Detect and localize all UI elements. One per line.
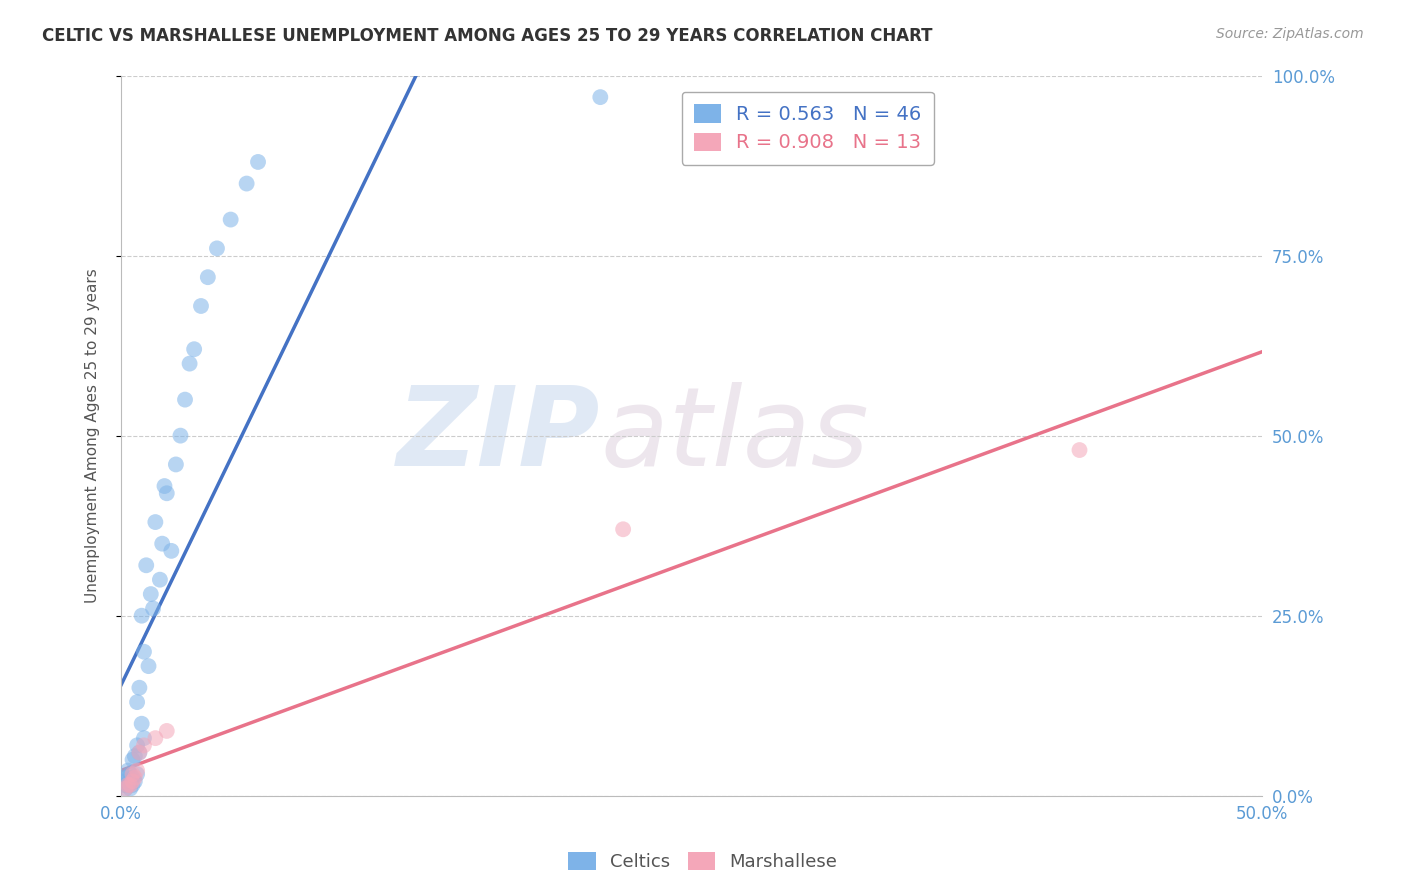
Point	[150, 537, 173, 551]
Point	[114, 781, 136, 796]
Legend: R = 0.563   N = 46, R = 0.908   N = 13: R = 0.563 N = 46, R = 0.908 N = 13	[682, 92, 934, 165]
Point	[197, 270, 219, 285]
Point	[117, 778, 139, 792]
Point	[127, 695, 149, 709]
Point	[117, 778, 139, 792]
Point	[124, 771, 146, 785]
Point	[114, 781, 136, 796]
Point	[120, 778, 142, 792]
Text: CELTIC VS MARSHALLESE UNEMPLOYMENT AMONG AGES 25 TO 29 YEARS CORRELATION CHART: CELTIC VS MARSHALLESE UNEMPLOYMENT AMONG…	[42, 27, 932, 45]
Point	[121, 778, 143, 792]
Point	[235, 177, 257, 191]
Point	[120, 781, 142, 796]
Point	[169, 428, 191, 442]
Point	[124, 749, 146, 764]
Point	[112, 771, 135, 785]
Y-axis label: Unemployment Among Ages 25 to 29 years: Unemployment Among Ages 25 to 29 years	[86, 268, 100, 603]
Point	[114, 774, 136, 789]
Point	[589, 90, 612, 104]
Point	[128, 746, 150, 760]
Point	[121, 774, 143, 789]
Point	[132, 731, 155, 746]
Point	[247, 155, 270, 169]
Point	[131, 608, 153, 623]
Point	[128, 681, 150, 695]
Point	[117, 764, 139, 778]
Point	[165, 458, 187, 472]
Point	[139, 587, 162, 601]
Point	[127, 739, 149, 753]
Point	[183, 342, 205, 356]
Point	[121, 753, 143, 767]
Point	[190, 299, 212, 313]
Point	[120, 767, 142, 781]
Point	[1069, 443, 1091, 458]
Text: ZIP: ZIP	[396, 382, 600, 489]
Point	[128, 746, 150, 760]
Point	[132, 645, 155, 659]
Point	[179, 357, 201, 371]
Point	[117, 771, 139, 785]
Point	[143, 731, 166, 746]
Point	[149, 573, 172, 587]
Point	[156, 723, 179, 738]
Point	[153, 479, 176, 493]
Point	[160, 544, 183, 558]
Point	[120, 774, 142, 789]
Point	[205, 241, 228, 255]
Point	[121, 767, 143, 781]
Legend: Celtics, Marshallese: Celtics, Marshallese	[561, 845, 845, 879]
Point	[219, 212, 242, 227]
Point	[127, 767, 149, 781]
Point	[142, 601, 165, 615]
Point	[135, 558, 157, 573]
Point	[124, 774, 146, 789]
Point	[143, 515, 166, 529]
Point	[127, 764, 149, 778]
Point	[131, 716, 153, 731]
Point	[132, 739, 155, 753]
Point	[121, 771, 143, 785]
Text: atlas: atlas	[600, 382, 869, 489]
Point	[138, 659, 160, 673]
Point	[612, 522, 634, 536]
Text: Source: ZipAtlas.com: Source: ZipAtlas.com	[1216, 27, 1364, 41]
Point	[174, 392, 197, 407]
Point	[156, 486, 179, 500]
Point	[112, 778, 135, 792]
